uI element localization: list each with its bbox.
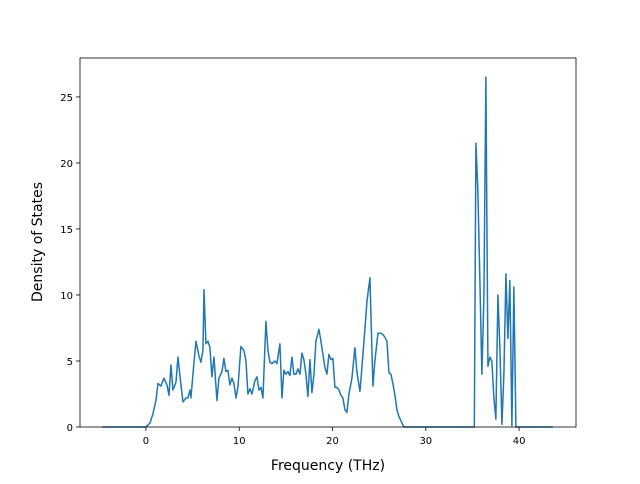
x-tick-label: 20: [326, 436, 339, 447]
y-tick-label: 0: [67, 423, 73, 434]
x-tick-label: 30: [419, 436, 432, 447]
y-axis-label: Density of States: [30, 182, 46, 302]
x-tick-label: 40: [513, 436, 526, 447]
x-tick-label: 10: [233, 436, 246, 447]
y-tick-label: 10: [60, 291, 73, 302]
y-tick-label: 20: [60, 159, 73, 170]
y-tick-label: 5: [67, 357, 73, 368]
y-tick-label: 25: [60, 93, 73, 104]
x-axis-label: Frequency (THz): [271, 458, 385, 474]
x-tick-label: 0: [143, 436, 149, 447]
y-tick-label: 15: [60, 225, 73, 236]
line: [102, 76, 553, 428]
axes-frame: [79, 57, 577, 428]
